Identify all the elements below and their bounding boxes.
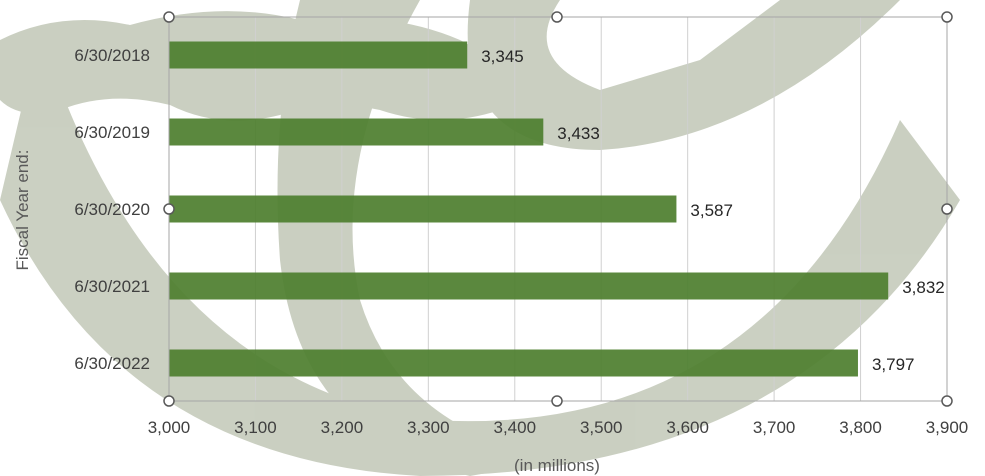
bars [169, 41, 889, 377]
category-label: 6/30/2022 [74, 354, 150, 373]
resize-handle[interactable] [551, 395, 563, 407]
data-label: 3,345 [481, 47, 524, 66]
x-tick-label: 3,600 [666, 418, 709, 437]
bar [169, 272, 889, 300]
x-tick-label: 3,000 [148, 418, 191, 437]
resize-handle[interactable] [941, 395, 953, 407]
resize-handle[interactable] [163, 203, 175, 215]
resize-handle[interactable] [163, 395, 175, 407]
x-tick-label: 3,400 [494, 418, 537, 437]
x-tick-label: 3,100 [234, 418, 277, 437]
resize-handle[interactable] [163, 11, 175, 23]
x-tick-label: 3,800 [839, 418, 882, 437]
data-label: 3,587 [690, 201, 733, 220]
selection-frame [163, 11, 953, 407]
bar [169, 195, 677, 223]
category-label: 6/30/2019 [74, 123, 150, 142]
bar [169, 41, 468, 69]
x-tick-label: 3,200 [321, 418, 364, 437]
data-label: 3,797 [872, 355, 915, 374]
labels: 3,000 3,100 3,200 3,300 3,400 3,500 3,600 3,700… [13, 46, 968, 475]
watermark-upper-arc [467, 0, 900, 150]
bar [169, 118, 544, 146]
resize-handle[interactable] [941, 11, 953, 23]
category-label: 6/30/2021 [74, 277, 150, 296]
data-label: 3,832 [902, 278, 945, 297]
x-tick-label: 3,500 [580, 418, 623, 437]
x-tick-label: 3,300 [407, 418, 450, 437]
y-axis-title: Fiscal Year end: [13, 150, 32, 271]
resize-handle[interactable] [941, 203, 953, 215]
x-axis-title: (in millions) [514, 456, 600, 475]
resize-handle[interactable] [551, 11, 563, 23]
category-label: 6/30/2020 [74, 200, 150, 219]
data-label: 3,433 [557, 124, 600, 143]
bar [169, 349, 858, 377]
category-label: 6/30/2018 [74, 46, 150, 65]
x-tick-label: 3,900 [926, 418, 969, 437]
x-tick-label: 3,700 [753, 418, 796, 437]
